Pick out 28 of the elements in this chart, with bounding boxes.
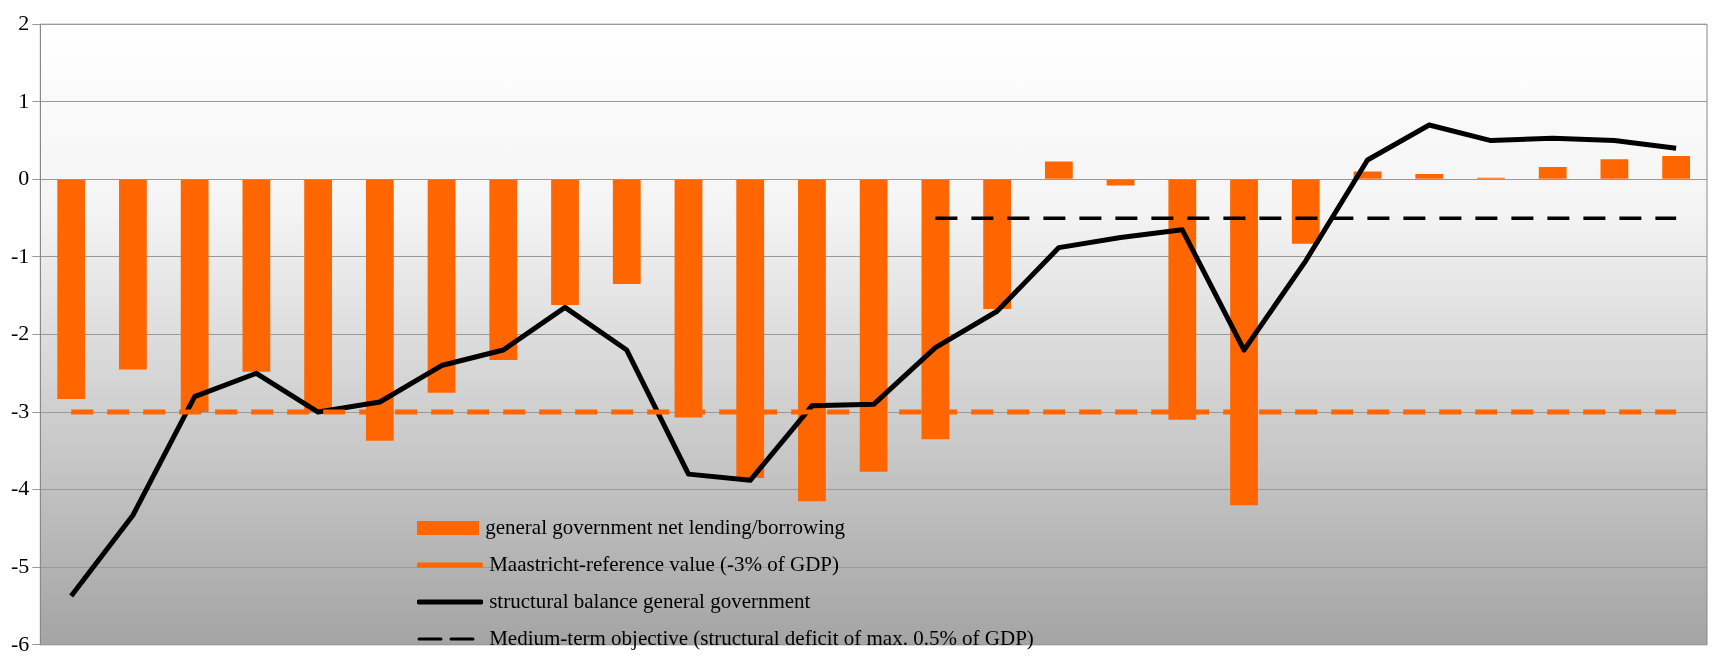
legend-label: structural balance general government	[489, 589, 811, 614]
bar	[1662, 156, 1691, 179]
y-tick-label: -6	[11, 630, 30, 656]
bar	[489, 179, 518, 361]
bar	[57, 179, 86, 399]
bar	[1600, 159, 1629, 179]
legend-label: general government net lending/borrowing	[485, 515, 845, 540]
y-tick-label: -5	[11, 553, 30, 579]
bar	[1106, 179, 1135, 186]
bar	[119, 179, 147, 370]
y-tick-label: -4	[11, 475, 30, 501]
y-tick-label: 2	[18, 9, 30, 35]
bar	[612, 179, 641, 285]
y-tick-label: 1	[18, 87, 30, 113]
y-tick-label: -1	[11, 242, 30, 268]
y-tick-label: -2	[11, 320, 30, 346]
bar	[427, 179, 456, 393]
bar	[551, 179, 579, 306]
bar	[1291, 179, 1320, 244]
y-tick-label: 0	[18, 165, 30, 191]
legend-label: Medium-term objective (structural deficit of max. 0.5% of GDP)	[489, 626, 1034, 651]
bar	[983, 179, 1012, 309]
bar	[1044, 161, 1073, 179]
y-tick-label: -3	[11, 397, 30, 423]
bar	[1415, 173, 1444, 179]
bar	[1538, 166, 1567, 179]
bar	[242, 179, 271, 372]
legend-label: Maastricht-reference value (-3% of GDP)	[489, 552, 840, 577]
